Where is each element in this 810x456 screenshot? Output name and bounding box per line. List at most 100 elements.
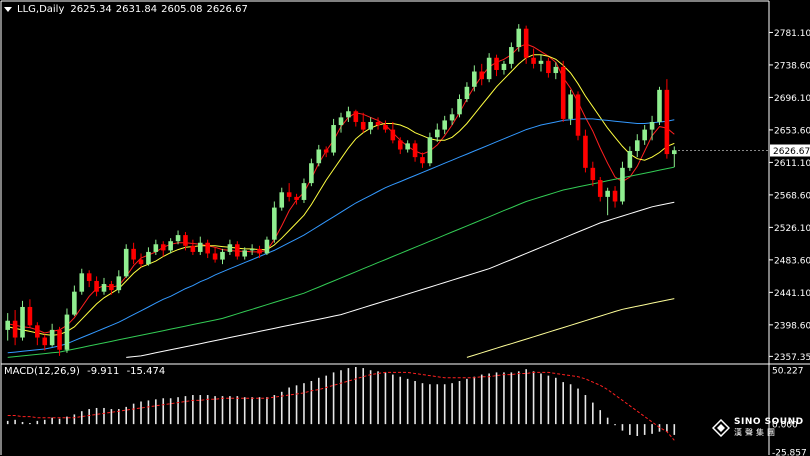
candle-body xyxy=(597,180,603,197)
candle xyxy=(212,247,218,263)
logo-text-cn: 漢聲集團 xyxy=(734,428,778,437)
candle xyxy=(568,89,573,126)
candle xyxy=(360,112,366,133)
candle xyxy=(405,140,410,153)
candle-body xyxy=(220,251,225,260)
candle xyxy=(279,187,285,211)
candle-body xyxy=(279,192,285,208)
candle xyxy=(183,232,188,251)
price-tick-label: 2398.60 xyxy=(774,321,810,331)
candle xyxy=(316,144,322,167)
candle xyxy=(486,53,492,83)
candle xyxy=(583,129,588,173)
candle xyxy=(272,201,277,243)
candle-body xyxy=(642,129,647,141)
candle xyxy=(553,62,559,80)
candle xyxy=(301,178,307,203)
candle-body xyxy=(131,248,136,260)
high-value: 2631.84 xyxy=(115,4,158,15)
candle-body xyxy=(35,325,40,338)
candle-body xyxy=(390,129,396,141)
candle-body xyxy=(672,150,677,155)
candle xyxy=(138,253,144,268)
candle-body xyxy=(531,57,536,64)
candle-body xyxy=(138,259,144,265)
candle-body xyxy=(590,167,596,181)
candle xyxy=(94,276,99,297)
candle xyxy=(442,115,447,135)
macd-tick-label: -25.857 xyxy=(772,449,807,456)
candle xyxy=(235,241,240,260)
candle-body xyxy=(264,239,270,254)
candle-body xyxy=(657,89,662,122)
candle xyxy=(590,161,596,187)
candle xyxy=(101,277,107,295)
candle-body xyxy=(64,314,70,350)
candle xyxy=(642,125,647,145)
candle xyxy=(531,48,536,69)
candle xyxy=(294,193,299,205)
candle-body xyxy=(257,248,262,254)
candle-body xyxy=(649,121,655,130)
candle-body xyxy=(457,99,462,115)
low-value: 2605.08 xyxy=(161,4,203,15)
candle-body xyxy=(620,167,625,202)
candle-body xyxy=(331,125,336,153)
candle xyxy=(190,239,196,255)
candle xyxy=(109,280,114,295)
candle xyxy=(464,82,470,103)
candle-body xyxy=(509,47,514,64)
price-tick-label: 2781.10 xyxy=(774,29,810,39)
candle xyxy=(560,60,566,122)
candle xyxy=(612,186,618,208)
candle xyxy=(457,94,462,118)
candle-body xyxy=(57,329,62,350)
candle xyxy=(146,247,151,266)
candle xyxy=(390,121,396,144)
candle-body xyxy=(249,248,255,251)
candle-body xyxy=(664,89,670,155)
candle-body xyxy=(368,121,373,130)
ma50-line xyxy=(7,166,675,358)
candle xyxy=(449,108,455,126)
current-price-box xyxy=(770,144,810,157)
logo-diamond-icon xyxy=(712,418,730,437)
candle-body xyxy=(5,320,10,330)
candle xyxy=(338,112,344,133)
candle-body xyxy=(405,143,410,150)
candle xyxy=(264,236,270,255)
candle xyxy=(57,326,62,356)
candle-body xyxy=(294,196,299,200)
candle-body xyxy=(612,190,618,202)
candle xyxy=(516,24,522,52)
symbol-timeframe: LLG,Daily xyxy=(17,4,65,15)
dropdown-triangle-icon[interactable] xyxy=(4,7,12,12)
candle-body xyxy=(309,163,314,184)
candle-body xyxy=(286,192,292,197)
candle-body xyxy=(634,140,640,152)
candle xyxy=(242,247,248,260)
price-tick-label: 2357.35 xyxy=(774,353,810,363)
macd-pane: 50.227 0.000 -25.857 xyxy=(6,367,807,456)
price-tick-label: 2568.60 xyxy=(774,191,810,201)
candle-body xyxy=(494,57,499,70)
macd-tick-label: 50.227 xyxy=(772,367,804,377)
candle xyxy=(205,239,210,259)
candle xyxy=(664,79,670,159)
candle-body xyxy=(560,66,566,119)
candle xyxy=(168,238,173,254)
candle xyxy=(153,239,159,255)
candle-body xyxy=(168,241,173,251)
candle xyxy=(597,177,603,202)
candle-body xyxy=(235,244,240,257)
candle xyxy=(546,57,551,78)
candle xyxy=(49,323,55,347)
candle-body xyxy=(575,94,581,136)
ma200-line xyxy=(466,298,675,358)
candle xyxy=(42,334,48,351)
candle xyxy=(131,242,136,265)
candle xyxy=(523,25,529,64)
macd-signal-line xyxy=(7,371,675,441)
